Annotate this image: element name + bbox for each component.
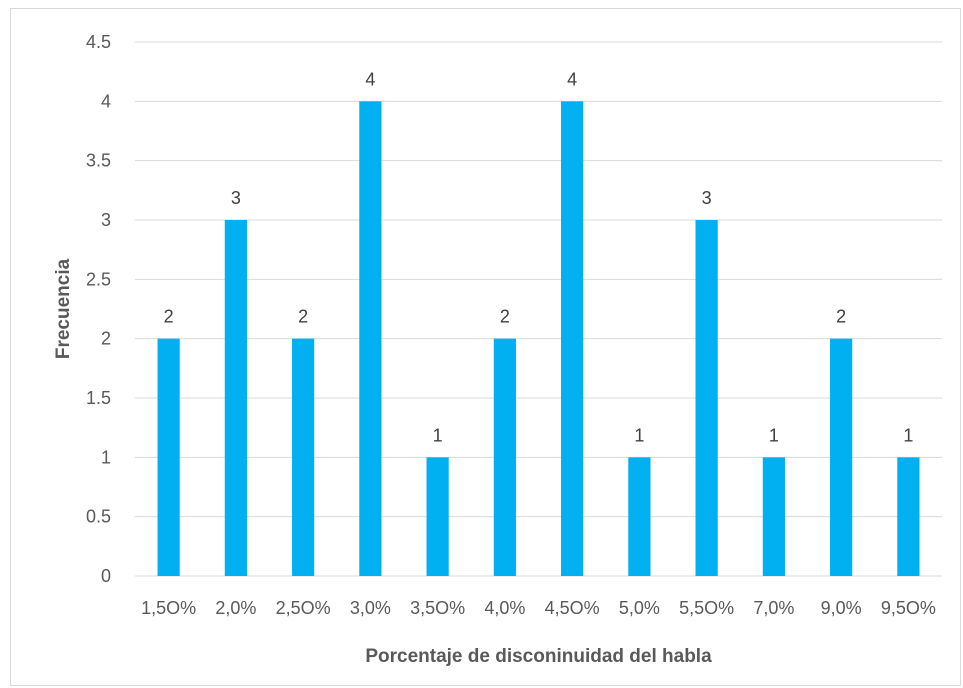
x-tick-label: 2,0% (215, 598, 256, 618)
data-label: 3 (231, 188, 241, 208)
data-label: 3 (702, 188, 712, 208)
x-tick-label: 4,5O% (545, 598, 600, 618)
bar (427, 457, 449, 576)
x-tick-label: 5,5O% (679, 598, 734, 618)
gridlines (135, 42, 942, 576)
y-tick-label: 1.5 (86, 388, 111, 408)
bar (830, 339, 852, 576)
bar-chart: 0 0.5 1 1.5 2 2.5 3 3.5 4 4.5 2 3 2 4 1 2 4 1 3 1 2 1 1,5O% 2… (11, 9, 962, 687)
data-label: 1 (903, 425, 913, 445)
data-label: 2 (500, 307, 510, 327)
chart-frame: 0 0.5 1 1.5 2 2.5 3 3.5 4 4.5 2 3 2 4 1 2 4 1 3 1 2 1 1,5O% 2… (10, 8, 961, 686)
bar (696, 220, 718, 576)
data-label: 2 (836, 307, 846, 327)
data-label: 2 (164, 307, 174, 327)
bar (897, 457, 919, 576)
x-tick-label: 9,5O% (881, 598, 936, 618)
bar (763, 457, 785, 576)
data-label: 1 (769, 425, 779, 445)
y-tick-label: 4.5 (86, 32, 111, 52)
y-axis-title: Frecuencia (53, 258, 74, 359)
x-axis-title: Porcentaje de disconinuidad del habla (365, 646, 712, 667)
y-tick-label: 1 (101, 447, 111, 467)
y-tick-label: 0 (101, 566, 111, 586)
data-label: 1 (433, 425, 443, 445)
bar (359, 101, 381, 576)
y-tick-label: 2.5 (86, 269, 111, 289)
data-label: 4 (567, 69, 577, 89)
y-axis-ticks: 0 0.5 1 1.5 2 2.5 3 3.5 4 4.5 (86, 32, 111, 586)
y-tick-label: 3 (101, 210, 111, 230)
bar (561, 101, 583, 576)
x-tick-label: 5,0% (619, 598, 660, 618)
x-tick-label: 2,5O% (276, 598, 331, 618)
y-tick-label: 4 (101, 91, 111, 111)
y-tick-label: 2 (101, 329, 111, 349)
y-tick-label: 0.5 (86, 507, 111, 527)
bar (158, 339, 180, 576)
bar (292, 339, 314, 576)
x-tick-label: 1,5O% (141, 598, 196, 618)
x-tick-label: 3,5O% (410, 598, 465, 618)
data-label: 4 (365, 69, 375, 89)
data-label: 2 (298, 307, 308, 327)
data-labels: 2 3 2 4 1 2 4 1 3 1 2 1 (164, 69, 914, 445)
x-tick-label: 9,0% (821, 598, 862, 618)
data-label: 1 (634, 425, 644, 445)
bar (628, 457, 650, 576)
bar (225, 220, 247, 576)
y-tick-label: 3.5 (86, 151, 111, 171)
x-tick-label: 4,0% (484, 598, 525, 618)
x-axis-ticks: 1,5O% 2,0% 2,5O% 3,0% 3,5O% 4,0% 4,5O% 5,0% 5,5O… (141, 598, 936, 618)
x-tick-label: 3,0% (350, 598, 391, 618)
x-tick-label: 7,0% (753, 598, 794, 618)
bar (494, 339, 516, 576)
